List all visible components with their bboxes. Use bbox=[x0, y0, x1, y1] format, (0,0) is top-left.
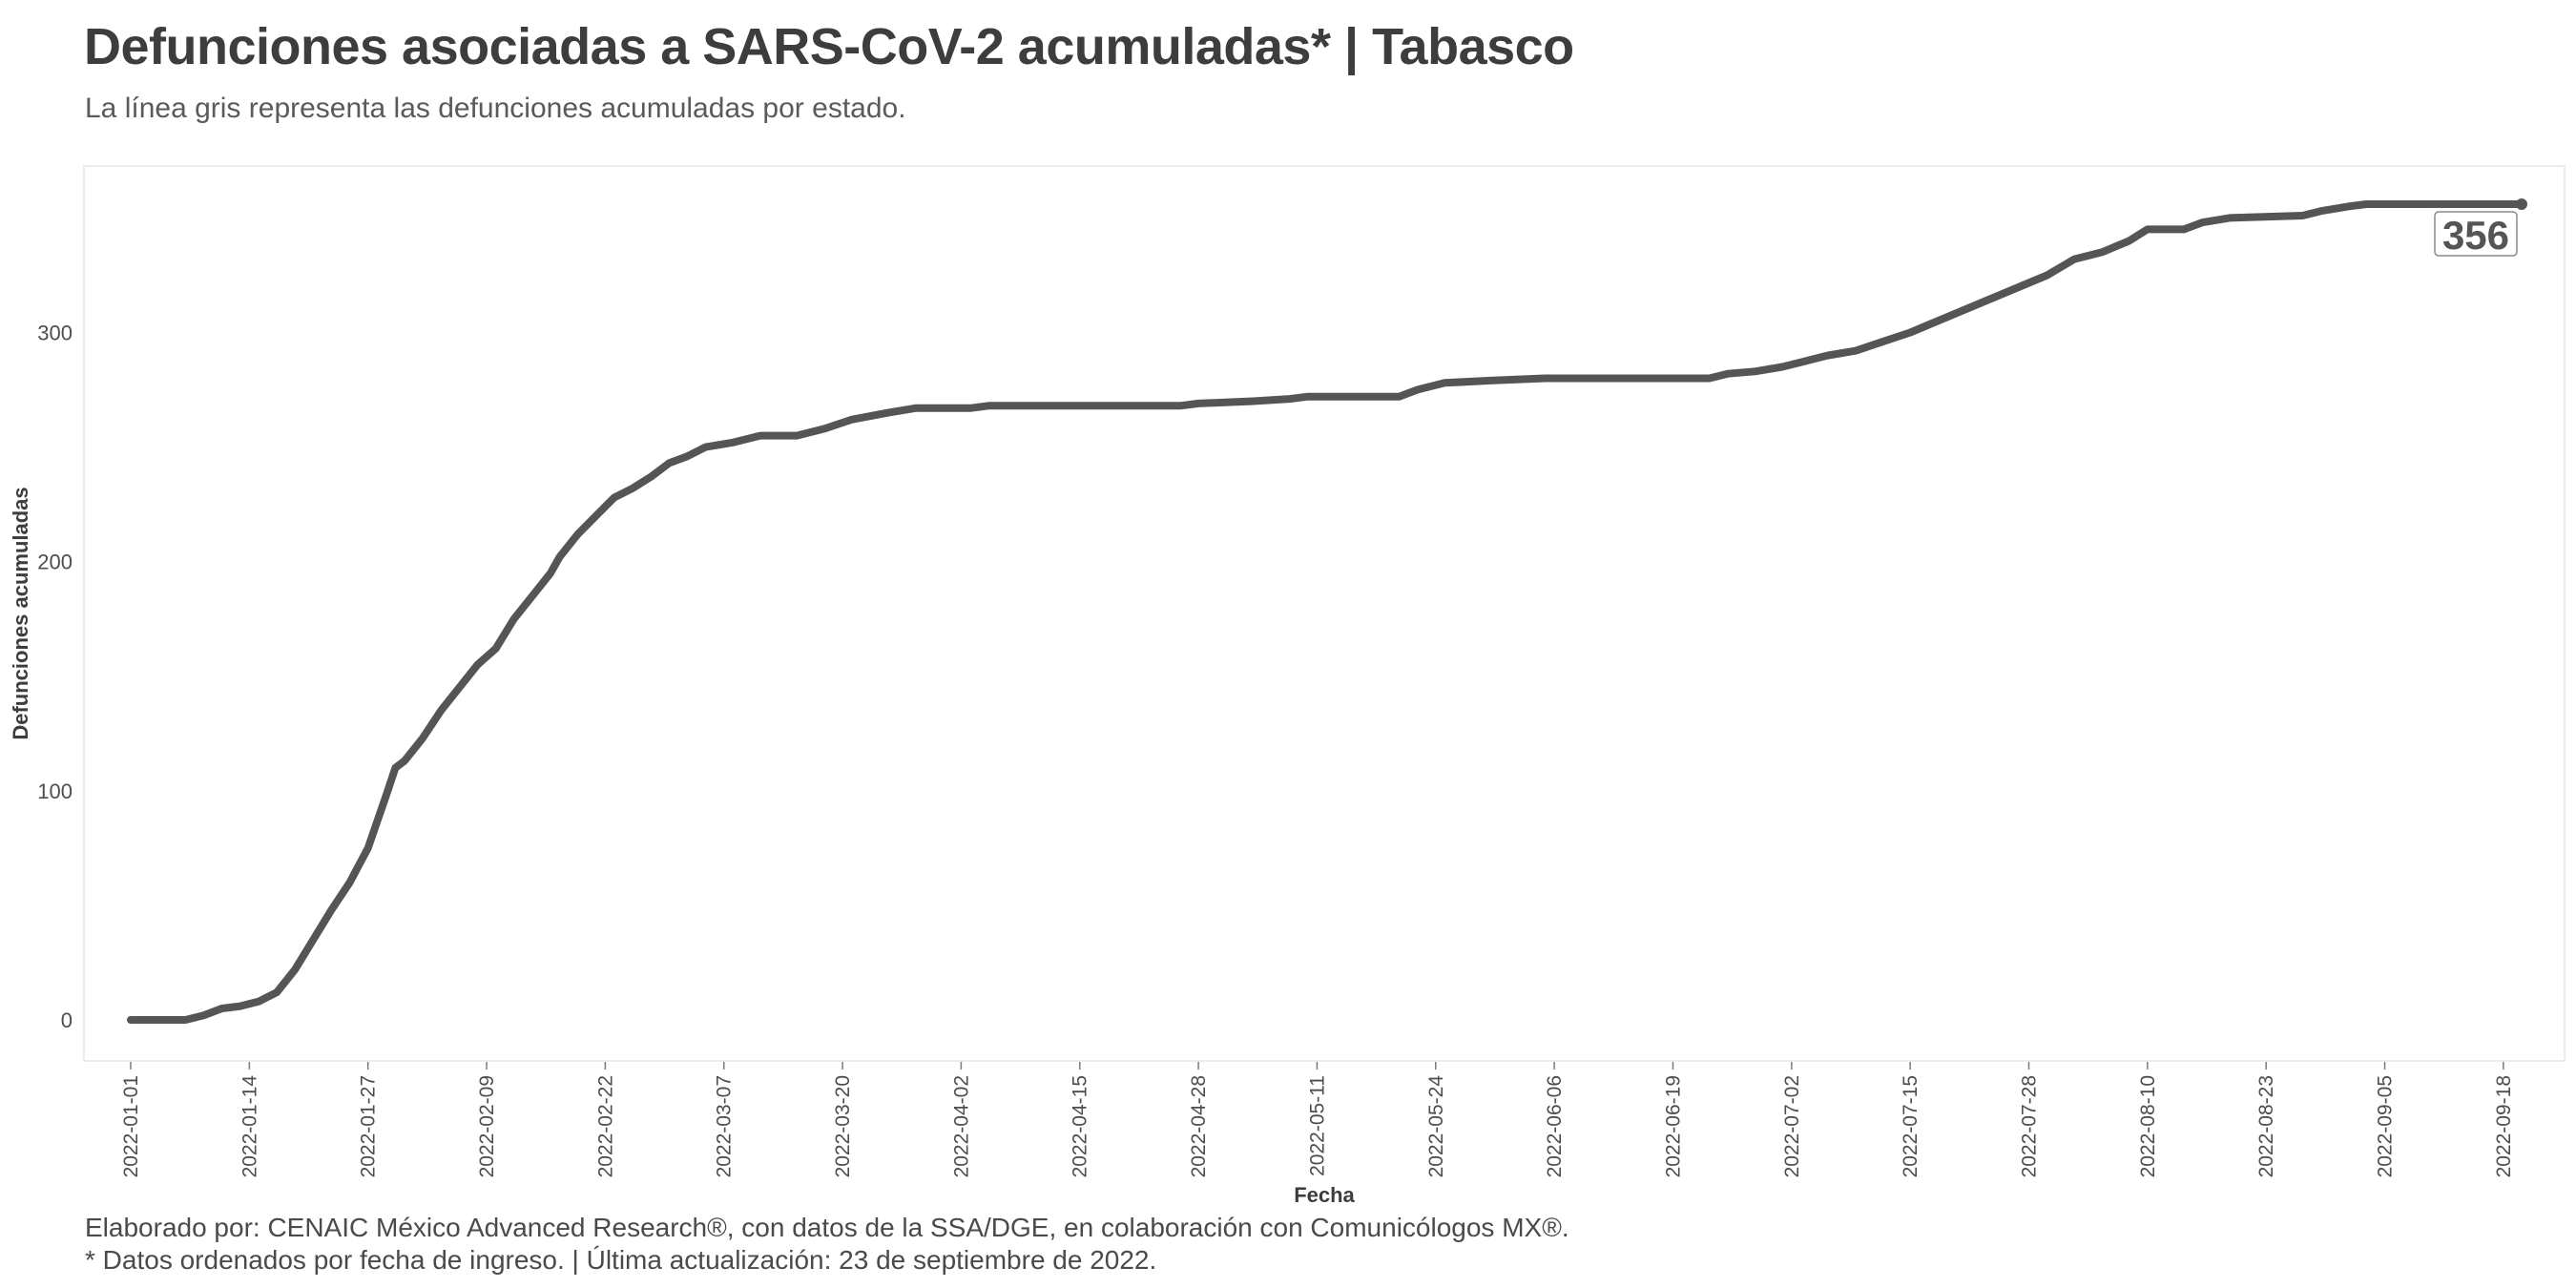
x-tick-label: 2022-08-23 bbox=[2255, 1075, 2277, 1177]
x-tick-label: 2022-07-28 bbox=[2018, 1075, 2040, 1177]
y-axis-title: Defunciones acumuladas bbox=[9, 487, 32, 739]
end-value-text: 356 bbox=[2442, 213, 2509, 258]
x-tick-label: 2022-08-10 bbox=[2137, 1075, 2159, 1177]
x-tick-label: 2022-02-09 bbox=[476, 1075, 498, 1177]
x-tick-label: 2022-09-18 bbox=[2493, 1075, 2515, 1177]
end-point bbox=[2516, 198, 2527, 210]
x-tick-label: 2022-01-14 bbox=[239, 1075, 260, 1178]
y-tick-label: 100 bbox=[37, 779, 73, 803]
x-tick-label: 2022-04-02 bbox=[950, 1075, 972, 1177]
x-tick-label: 2022-05-11 bbox=[1306, 1075, 1328, 1176]
x-tick-label: 2022-05-24 bbox=[1425, 1075, 1447, 1178]
y-tick-label: 300 bbox=[37, 321, 73, 344]
x-tick-label: 2022-09-05 bbox=[2375, 1075, 2397, 1177]
chart-subtitle: La línea gris representa las defunciones… bbox=[85, 93, 906, 124]
x-tick-label: 2022-07-02 bbox=[1781, 1075, 1803, 1177]
x-tick-label: 2022-06-06 bbox=[1544, 1075, 1566, 1177]
x-tick-label: 2022-04-15 bbox=[1070, 1075, 1091, 1177]
x-tick-label: 2022-01-27 bbox=[358, 1075, 380, 1177]
x-tick-label: 2022-04-28 bbox=[1188, 1075, 1210, 1177]
y-tick-label: 0 bbox=[61, 1008, 73, 1032]
plot-panel bbox=[83, 165, 2566, 1062]
x-tick-label: 2022-03-20 bbox=[832, 1075, 854, 1177]
x-tick-label: 2022-01-01 bbox=[120, 1075, 142, 1177]
chart-title: Defunciones asociadas a SARS-CoV-2 acumu… bbox=[84, 18, 1574, 75]
x-tick-label: 2022-03-07 bbox=[714, 1075, 736, 1177]
x-tick-label: 2022-07-15 bbox=[1900, 1075, 1922, 1177]
x-axis: 2022-01-01 2022-01-14 2022-01-27 2022-02-09… bbox=[120, 1062, 2515, 1177]
caption-note: * Datos ordenados por fecha de ingreso. … bbox=[85, 1245, 1157, 1275]
y-axis: 0 100 200 300 bbox=[37, 321, 73, 1032]
end-value-label: 356 bbox=[2434, 211, 2518, 258]
x-axis-title: Fecha bbox=[1294, 1183, 1355, 1207]
y-tick-label: 200 bbox=[37, 551, 73, 574]
x-tick-label: 2022-02-22 bbox=[594, 1075, 616, 1177]
series-line bbox=[127, 200, 2525, 1024]
x-tick-label: 2022-06-19 bbox=[1662, 1075, 1684, 1177]
caption-credits: Elaborado por: CENAIC México Advanced Re… bbox=[85, 1213, 1569, 1242]
